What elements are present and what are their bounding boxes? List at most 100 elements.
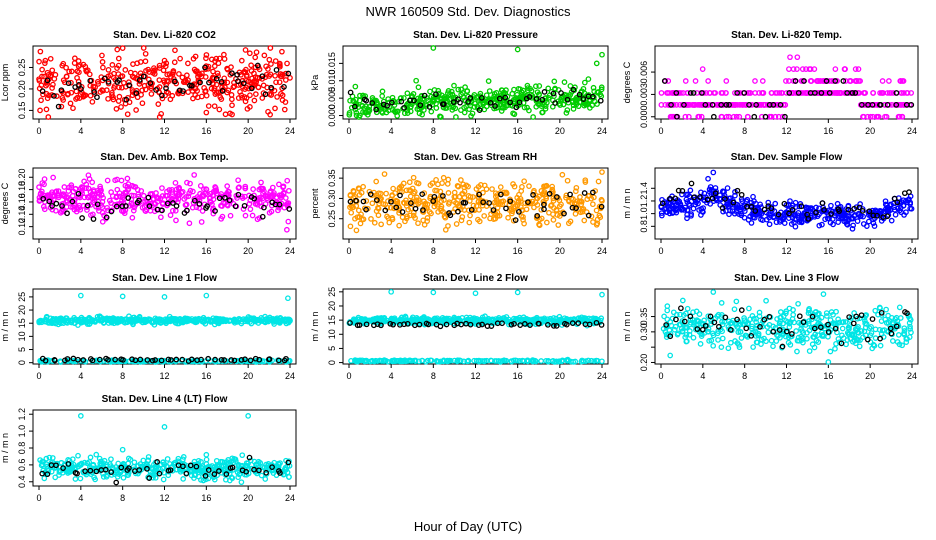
data-point (100, 194, 106, 201)
data-point (282, 195, 289, 201)
data-point (79, 215, 85, 221)
y-axis-label: Lcor ppm (0, 64, 10, 102)
data-point (58, 103, 65, 110)
data-point (906, 189, 912, 195)
data-point (895, 113, 902, 120)
data-point (250, 186, 256, 193)
data-point (759, 90, 765, 96)
data-point (389, 99, 395, 106)
data-point (251, 97, 258, 104)
data-point (549, 183, 556, 190)
data-point (81, 178, 87, 185)
data-point (445, 176, 452, 183)
data-point (478, 95, 485, 101)
data-point (185, 77, 191, 84)
data-point (114, 65, 120, 72)
y-tick-label: 0.8 (639, 220, 649, 233)
x-tick-label: 16 (201, 126, 211, 136)
data-point (751, 113, 758, 120)
data-point (262, 91, 269, 98)
data-point (538, 358, 545, 364)
data-point (545, 95, 552, 101)
data-point (400, 105, 406, 112)
data-point (232, 203, 239, 210)
data-point (231, 83, 238, 90)
data-point (855, 78, 862, 84)
panel-title: Stan. Dev. Amb. Box Temp. (100, 152, 228, 163)
x-tick-label: 0 (36, 493, 41, 503)
data-point (183, 201, 190, 208)
data-point (715, 337, 721, 343)
plot-frame (32, 288, 297, 365)
data-point (665, 78, 672, 84)
data-point (78, 86, 84, 92)
data-point (134, 186, 141, 193)
data-point (449, 91, 456, 98)
data-point (276, 201, 283, 208)
data-point (585, 76, 592, 82)
data-point (590, 84, 597, 91)
data-point (68, 68, 75, 75)
data-point (164, 192, 171, 199)
data-point (452, 105, 459, 112)
data-point (858, 101, 865, 108)
data-point (756, 90, 762, 96)
data-point (46, 198, 53, 205)
series-hourly (40, 190, 293, 222)
y-tick-label: 1.4 (639, 182, 649, 195)
x-tick-label: 20 (555, 126, 565, 136)
data-point (211, 63, 218, 69)
data-point (36, 58, 42, 65)
y-tick-label: 0.12 (17, 218, 27, 236)
data-point (533, 103, 540, 110)
data-point (272, 105, 278, 112)
panel-3: Stan. Dev. Li-820 Temp.degrees C0 4 8 12 16 2… (622, 30, 919, 136)
data-point (115, 98, 122, 104)
data-point (878, 90, 885, 96)
data-point (366, 104, 373, 110)
x-tick-label: 12 (159, 246, 169, 256)
data-point (455, 86, 462, 93)
data-point (900, 90, 907, 96)
data-point (823, 310, 830, 316)
data-point (458, 177, 464, 183)
data-point (177, 55, 183, 62)
y-tick-label: 0.25 (327, 210, 337, 228)
data-point (73, 96, 79, 102)
data-point (163, 85, 169, 92)
data-point (766, 221, 773, 228)
data-point (759, 78, 766, 84)
data-point (164, 77, 170, 84)
x-tick-label: 20 (865, 126, 875, 136)
data-point (445, 190, 452, 196)
data-point (525, 85, 531, 91)
data-point (687, 90, 694, 96)
data-point (175, 186, 182, 192)
data-point (806, 348, 813, 354)
data-point (115, 55, 122, 62)
outlier-point (705, 175, 711, 182)
data-point (155, 101, 162, 107)
data-point (505, 214, 511, 221)
x-tick-label: 4 (389, 246, 394, 256)
data-point (462, 84, 468, 90)
outlier-point (284, 226, 290, 233)
data-point (882, 113, 888, 120)
data-point (197, 71, 203, 78)
data-point (272, 58, 279, 64)
data-point (216, 106, 223, 113)
panel-title: Stan. Dev. Line 3 Flow (734, 273, 839, 284)
x-tick-label: 20 (243, 371, 253, 381)
data-point (841, 66, 848, 72)
data-point (786, 90, 793, 96)
data-point (55, 103, 62, 110)
data-point (852, 90, 859, 96)
data-point (150, 68, 157, 74)
data-point (58, 208, 65, 215)
x-tick-label: 24 (597, 371, 607, 381)
x-tick-label: 24 (285, 126, 295, 136)
data-point (794, 348, 800, 355)
data-point (79, 190, 85, 197)
